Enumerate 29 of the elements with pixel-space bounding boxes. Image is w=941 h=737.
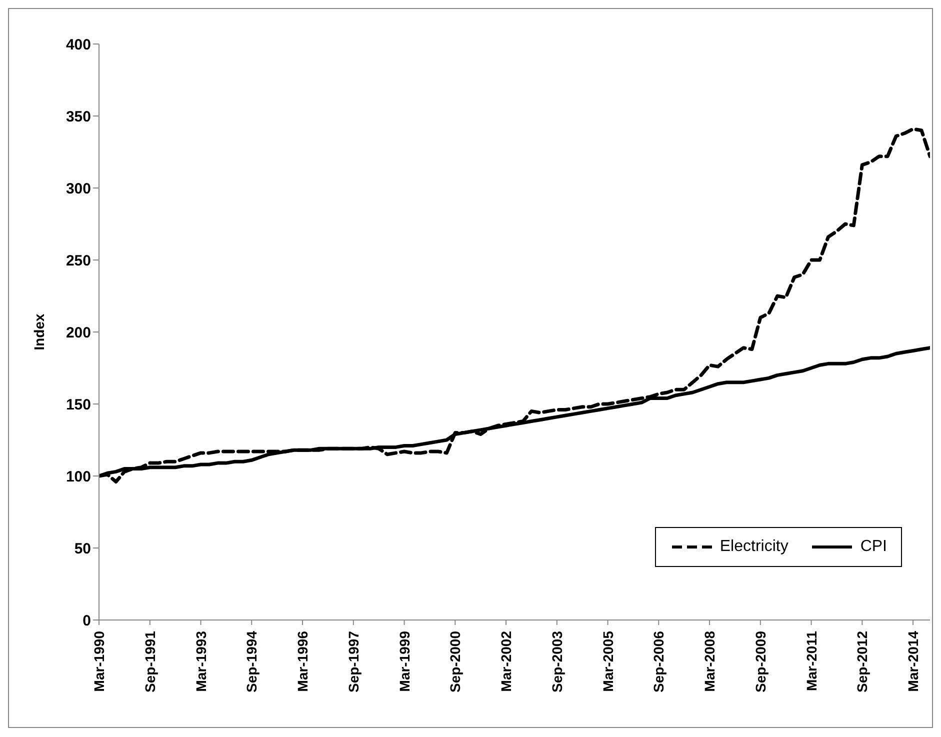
x-tick-label: Sep-2012 [854, 630, 870, 692]
x-tick-label: Mar-2014 [905, 630, 922, 692]
y-tick-label: 250 [66, 252, 91, 270]
x-tick-label: Sep-1994 [244, 630, 260, 692]
x-tick-label: Sep-1997 [345, 630, 362, 692]
y-tick-label: 50 [74, 540, 91, 558]
x-tick-label: Mar-1999 [396, 630, 412, 692]
y-tick-label: 100 [66, 468, 91, 486]
x-tick-label: Mar-2002 [498, 630, 514, 692]
legend-label: Electricity [720, 538, 788, 556]
y-axis-title: Index [30, 314, 47, 350]
y-tick-label: 150 [66, 396, 91, 414]
x-tick-label: Mar-1996 [294, 630, 311, 692]
y-tick-label: 350 [66, 108, 91, 126]
x-tick-label: Sep-2000 [447, 630, 464, 692]
x-tick-label: Mar-2011 [803, 630, 820, 691]
y-tick-label: 0 [82, 612, 91, 630]
legend-label: CPI [860, 538, 887, 556]
x-tick-label: Sep-2009 [752, 630, 768, 692]
y-tick-label: 300 [66, 180, 91, 198]
x-tick-label: Mar-1990 [91, 630, 107, 692]
y-tick-label: 400 [66, 36, 91, 54]
x-tick-label: Mar-2005 [600, 630, 616, 692]
x-tick-label: Sep-2006 [650, 630, 667, 692]
x-tick-label: Mar-1993 [192, 630, 209, 692]
x-tick-label: Sep-2003 [548, 630, 565, 692]
y-tick-label: 200 [66, 324, 91, 342]
x-tick-label: Mar-2008 [702, 630, 718, 692]
x-tick-label: Sep-1991 [142, 630, 158, 692]
